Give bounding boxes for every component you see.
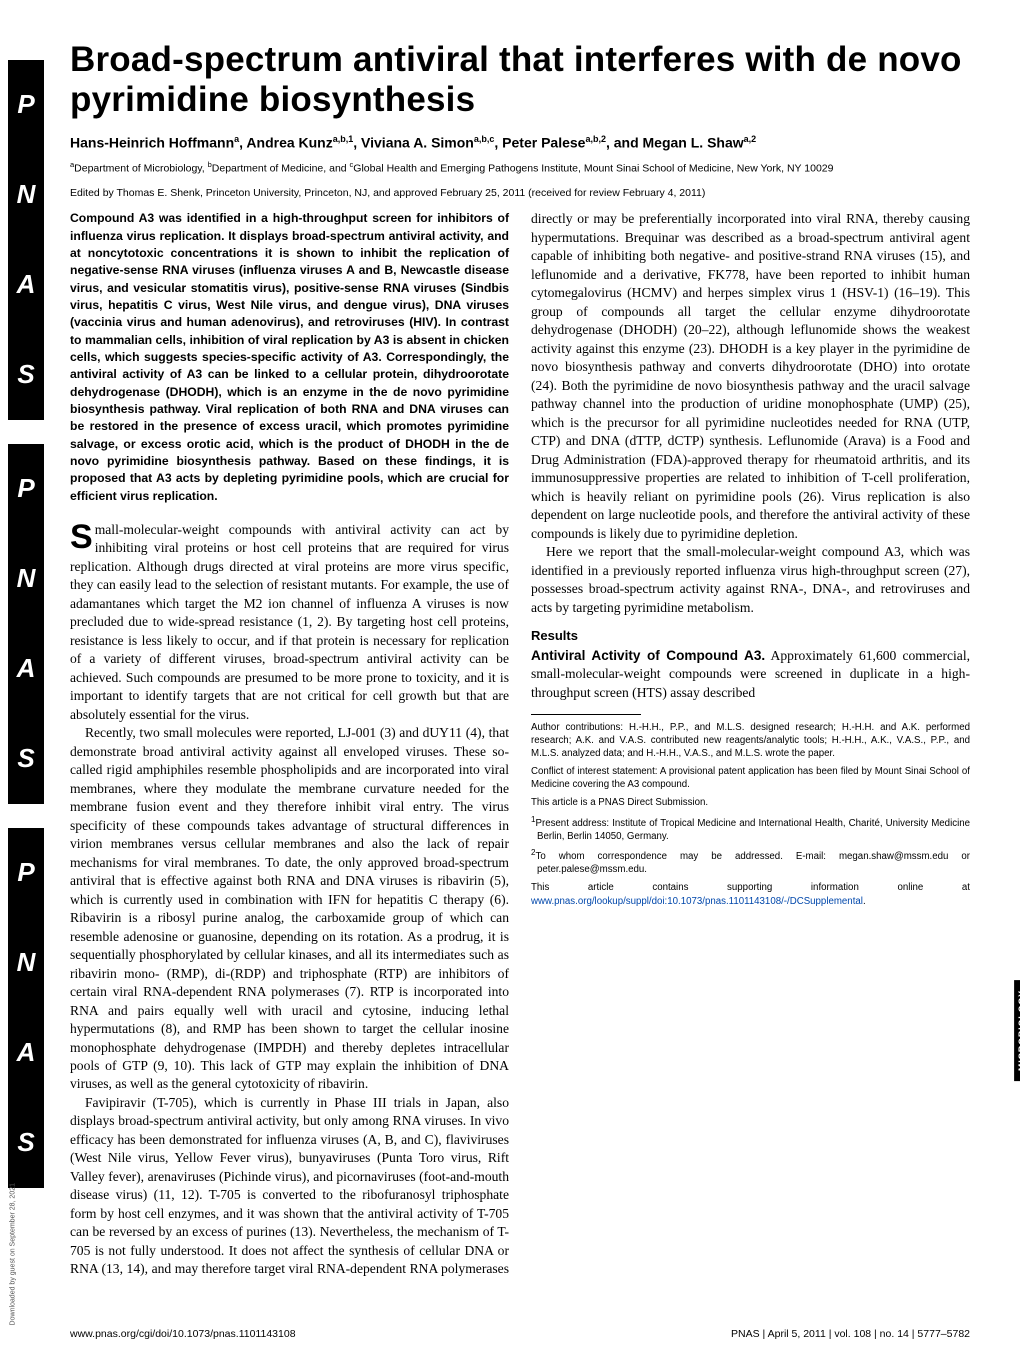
author-contributions: Author contributions: H.-H.H., P.P., and… [531, 721, 970, 760]
pnas-letter: P [8, 444, 44, 534]
pnas-letter: A [8, 240, 44, 330]
suppl-link[interactable]: www.pnas.org/lookup/suppl/doi:10.1073/pn… [531, 896, 863, 907]
suppl-text: This article contains supporting informa… [531, 882, 970, 893]
body-p1-text: mall-molecular-weight compounds with ant… [70, 522, 509, 722]
pnas-letter: S [8, 1098, 44, 1188]
results-paragraph: Antiviral Activity of Compound A3. Appro… [531, 647, 970, 702]
page-footer: www.pnas.org/cgi/doi/10.1073/pnas.110114… [70, 1327, 970, 1341]
pnas-letter: S [8, 330, 44, 420]
authors: Hans-Heinrich Hoffmanna, Andrea Kunza,b,… [70, 133, 970, 153]
article-title: Broad-spectrum antiviral that interferes… [70, 40, 970, 121]
two-column-body: Compound A3 was identified in a high-thr… [70, 210, 970, 1280]
dropcap: S [70, 521, 95, 553]
footnote-1: 1Present address: Institute of Tropical … [531, 815, 970, 843]
pnas-letter: N [8, 150, 44, 240]
results-heading: Results [531, 627, 970, 645]
pnas-letter: P [8, 60, 44, 150]
section-tab: MICROBIOLOGY [1014, 980, 1020, 1081]
pnas-logo-block: P N A S [8, 444, 44, 804]
body-paragraph-4: Here we report that the small-molecular-… [531, 543, 970, 617]
pnas-letter: S [8, 714, 44, 804]
footer-doi: www.pnas.org/cgi/doi/10.1073/pnas.110114… [70, 1327, 296, 1341]
body-paragraph-1: Small-molecular-weight compounds with an… [70, 521, 509, 724]
footnote-2: 2To whom correspondence may be addressed… [531, 848, 970, 876]
footnote-2-text: To whom correspondence may be addressed.… [536, 851, 971, 875]
results-runin: Antiviral Activity of Compound A3. [531, 648, 765, 663]
edited-by: Edited by Thomas E. Shenk, Princeton Uni… [70, 186, 970, 200]
pnas-letter: A [8, 1008, 44, 1098]
footnotes: Author contributions: H.-H.H., P.P., and… [531, 721, 970, 908]
pnas-banner: P N A S P N A S P N A S [8, 60, 44, 1260]
pnas-logo-block: P N A S [8, 60, 44, 420]
affiliations: aDepartment of Microbiology, bDepartment… [70, 160, 970, 176]
body-paragraph-2: Recently, two small molecules were repor… [70, 724, 509, 1094]
supplemental-info: This article contains supporting informa… [531, 881, 970, 907]
download-note: Downloaded by guest on September 28, 202… [9, 1183, 18, 1325]
abstract: Compound A3 was identified in a high-thr… [70, 210, 509, 505]
footer-pageinfo: PNAS | April 5, 2011 | vol. 108 | no. 14… [731, 1327, 970, 1341]
conflict-statement: Conflict of interest statement: A provis… [531, 765, 970, 791]
pnas-letter: P [8, 828, 44, 918]
pnas-letter: A [8, 624, 44, 714]
direct-submission: This article is a PNAS Direct Submission… [531, 796, 970, 809]
page-content: Broad-spectrum antiviral that interferes… [70, 40, 970, 1280]
pnas-logo-block: P N A S [8, 828, 44, 1188]
footnote-1-text: Present address: Institute of Tropical M… [536, 818, 971, 842]
pnas-letter: N [8, 534, 44, 624]
suppl-period: . [863, 896, 866, 907]
footnote-rule [531, 714, 641, 715]
pnas-letter: N [8, 918, 44, 1008]
